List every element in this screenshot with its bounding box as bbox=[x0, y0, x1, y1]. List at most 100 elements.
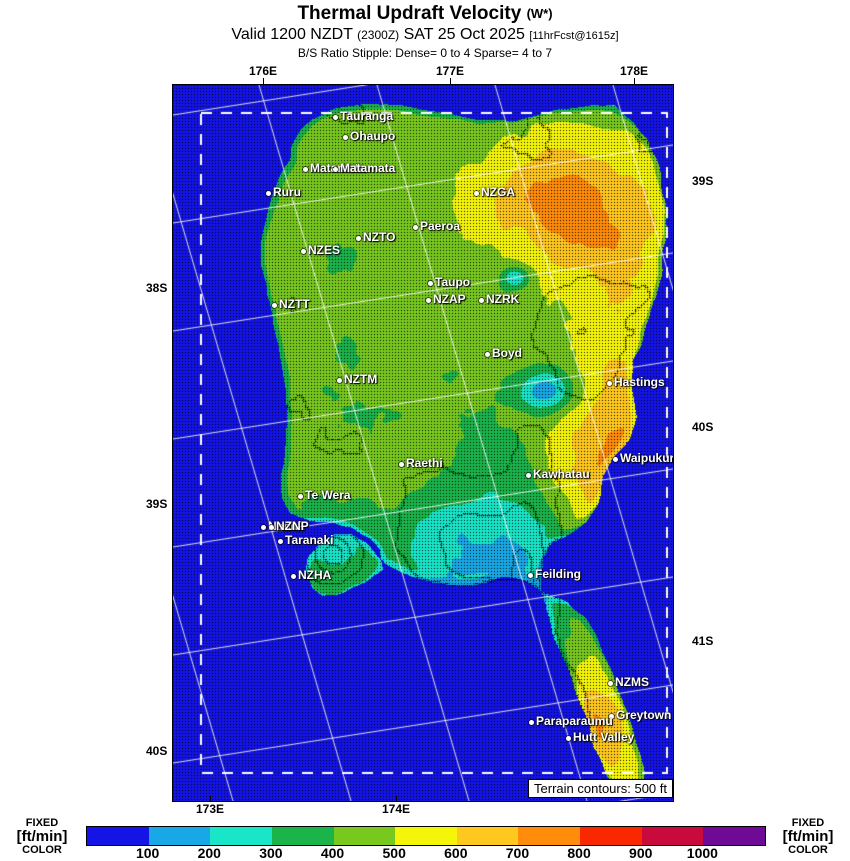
lon-label-176E: 176E bbox=[248, 64, 278, 78]
city-label: Greytown bbox=[616, 708, 672, 722]
city-dot-icon bbox=[607, 381, 612, 386]
colorbar-key-left-bottom: COLOR bbox=[22, 844, 62, 856]
city-dot-icon bbox=[399, 462, 404, 467]
city-label: Taranaki bbox=[285, 533, 334, 547]
city-label: NZHA bbox=[298, 568, 332, 582]
lon-tick-bottom-0 bbox=[210, 796, 211, 802]
lon-tick-top-1 bbox=[450, 78, 451, 84]
city-dot-icon bbox=[343, 135, 348, 140]
city-dot-icon bbox=[479, 298, 484, 303]
city-dot-icon bbox=[266, 191, 271, 196]
title-block: Thermal Updraft Velocity (W*) Valid 1200… bbox=[0, 0, 850, 61]
city-label: NZGA bbox=[481, 185, 515, 199]
city-dot-icon bbox=[566, 736, 571, 741]
lat-label-left-38S: 38S bbox=[146, 281, 168, 295]
city-label: Feilding bbox=[535, 567, 581, 581]
city-dot-icon bbox=[337, 378, 342, 383]
colorbar-swatch-5 bbox=[395, 827, 457, 845]
forecast-map[interactable]: TaurangaOhaupoMatamataMatamataRuruNZTONZ… bbox=[172, 84, 674, 802]
city-dot-icon bbox=[613, 457, 618, 462]
lat-label-left-39S: 39S bbox=[146, 497, 168, 511]
colorbar-key-right-bottom: COLOR bbox=[788, 844, 828, 856]
colorbar-swatch-1 bbox=[148, 827, 211, 845]
colorbar-swatch-10 bbox=[703, 827, 766, 845]
city-label: Kawhatau bbox=[533, 467, 590, 481]
colorbar-swatches[interactable] bbox=[86, 826, 766, 846]
colorbar-swatch-9 bbox=[641, 827, 704, 845]
colorbar-tick-1000: 1000 bbox=[686, 845, 718, 861]
lat-label-right-40S: 40S bbox=[692, 420, 714, 434]
colorbar-tick-800: 800 bbox=[567, 845, 591, 861]
city-label: Ohaupo bbox=[350, 129, 396, 143]
city-dot-icon bbox=[609, 714, 614, 719]
colorbar-tick-100: 100 bbox=[135, 845, 160, 861]
city-dot-icon bbox=[272, 303, 277, 308]
city-dot-icon bbox=[291, 574, 296, 579]
city-dot-icon bbox=[303, 167, 308, 172]
city-dot-icon bbox=[474, 191, 479, 196]
colorbar-tick-700: 700 bbox=[505, 845, 530, 861]
forecast-stamp: [11hrFcst@1615z] bbox=[529, 30, 619, 42]
city-label: NZES bbox=[308, 243, 341, 257]
city-label: Taupo bbox=[435, 275, 471, 289]
colorbar-tick-900: 900 bbox=[629, 845, 653, 861]
city-dot-icon bbox=[333, 167, 338, 172]
stipple-legend-line: B/S Ratio Stipple: Dense= 0 to 4 Sparse=… bbox=[297, 46, 553, 60]
city-dot-icon bbox=[528, 573, 533, 578]
terrain-contour-note: Terrain contours: 500 ft bbox=[528, 779, 673, 798]
colorbar-tick-400: 400 bbox=[320, 845, 345, 861]
city-label: Waipukurau bbox=[620, 451, 674, 465]
colorbar-swatch-6 bbox=[456, 827, 519, 845]
lon-tick-top-0 bbox=[263, 78, 264, 84]
city-dot-icon bbox=[529, 720, 534, 725]
valid-date: SAT 25 Oct 2025 bbox=[403, 26, 525, 43]
city-label: Ruru bbox=[273, 185, 301, 199]
colorbar-swatch-4 bbox=[333, 827, 396, 845]
city-dot-icon bbox=[301, 249, 306, 254]
city-label: NZTT bbox=[279, 297, 310, 311]
city-dot-icon bbox=[608, 681, 613, 686]
city-label: Raethi bbox=[406, 456, 443, 470]
lat-label-right-41S: 41S bbox=[692, 634, 714, 648]
colorbar-tick-600: 600 bbox=[444, 845, 468, 861]
city-label: Hastings bbox=[614, 375, 665, 389]
colorbar-key-right: FIXED [ft/min] COLOR bbox=[766, 818, 850, 856]
colorbar-swatch-2 bbox=[210, 827, 272, 845]
colorbar-legend: FIXED [ft/min] COLOR 100 200 300 400 500 600 7… bbox=[0, 818, 850, 861]
city-dot-icon bbox=[485, 352, 490, 357]
city-label: NZAP bbox=[433, 292, 466, 306]
colorbar-tick-labels: 100 200 300 400 500 600 700 800 900 1000 bbox=[86, 845, 764, 861]
city-label: Tauranga bbox=[340, 109, 394, 123]
city-label: NZNP bbox=[276, 519, 309, 533]
city-label: Hutt Valley bbox=[573, 730, 635, 744]
colorbar-tick-200: 200 bbox=[197, 845, 221, 861]
city-label: NZMS bbox=[615, 675, 649, 689]
colorbar-key-left-top: FIXED bbox=[25, 817, 59, 829]
map-raster bbox=[173, 85, 673, 801]
city-label: Boyd bbox=[492, 346, 522, 360]
colorbar-swatch-0 bbox=[87, 827, 149, 845]
city-label: NZTO bbox=[363, 230, 396, 244]
page-title: Thermal Updraft Velocity (W*) bbox=[0, 0, 850, 25]
city-dot-icon bbox=[261, 525, 266, 530]
city-dot-icon bbox=[298, 494, 303, 499]
city-label: Te Wera bbox=[305, 488, 351, 502]
colorbar-key-right-units: [ft/min] bbox=[782, 828, 834, 845]
city-dot-icon bbox=[356, 236, 361, 241]
lon-tick-bottom-1 bbox=[396, 796, 397, 802]
city-dot-icon bbox=[526, 473, 531, 478]
city-dot-icon bbox=[428, 281, 433, 286]
main-title-variable: (W*) bbox=[526, 6, 553, 21]
city-label: Nanuk bbox=[268, 519, 305, 533]
colorbar-swatch-7 bbox=[518, 827, 581, 845]
colorbar-key-right-top: FIXED bbox=[791, 817, 825, 829]
main-title-text: Thermal Updraft Velocity bbox=[297, 3, 522, 24]
lat-label-right-39S: 39S bbox=[692, 174, 714, 188]
lat-label-left-40S: 40S bbox=[146, 744, 168, 758]
city-dot-icon bbox=[333, 115, 338, 120]
colorbar-swatch-8 bbox=[580, 827, 642, 845]
city-label: NZTM bbox=[344, 372, 378, 386]
colorbar-key-left: FIXED [ft/min] COLOR bbox=[0, 818, 84, 856]
city-dot-icon bbox=[269, 525, 274, 530]
valid-time-line: Valid 1200 NZDT (2300Z) SAT 25 Oct 2025 … bbox=[0, 25, 850, 46]
